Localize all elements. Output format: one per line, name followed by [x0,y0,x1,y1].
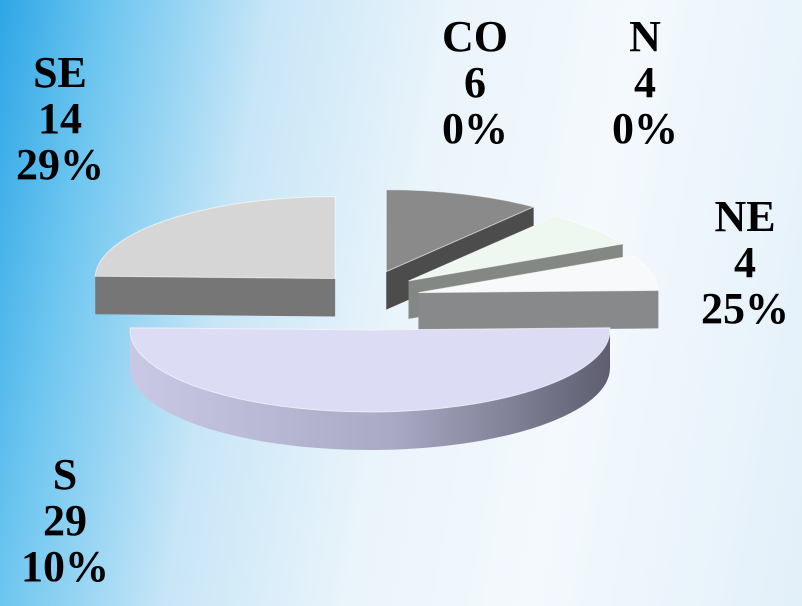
slice-ne-wall-1 [418,290,659,331]
label-ne-name: NE [714,192,776,241]
slice-s-side [130,330,610,450]
label-n: N 4 0% [590,14,700,152]
label-co-percent: 0% [442,104,508,153]
label-n-name: N [629,12,661,61]
label-se-value: 14 [38,94,82,143]
label-ne-value: 4 [734,238,756,287]
label-ne-percent: 25% [701,284,789,333]
label-se: SE 14 29% [5,50,115,188]
slice-se [94,195,336,317]
label-se-percent: 29% [16,140,104,189]
label-ne: NE 4 25% [690,194,800,332]
label-s-name: S [52,450,78,499]
slice-ne [418,255,659,331]
label-s-value: 29 [43,496,87,545]
slice-n-top [408,215,625,282]
slice-co-top [385,189,536,273]
slice-se-wall-0 [95,276,336,317]
label-s: S 29 10% [10,452,120,590]
slice-se-top [94,195,336,280]
slice-ne-top [418,255,659,294]
slice-s [129,327,611,450]
label-n-percent: 0% [612,104,678,153]
slice-s-top [129,327,611,413]
label-s-percent: 10% [21,542,109,591]
label-co: CO 6 0% [420,14,530,152]
label-co-name: CO [442,12,508,61]
label-se-name: SE [33,48,87,97]
label-n-value: 4 [634,58,656,107]
label-co-value: 6 [464,58,486,107]
